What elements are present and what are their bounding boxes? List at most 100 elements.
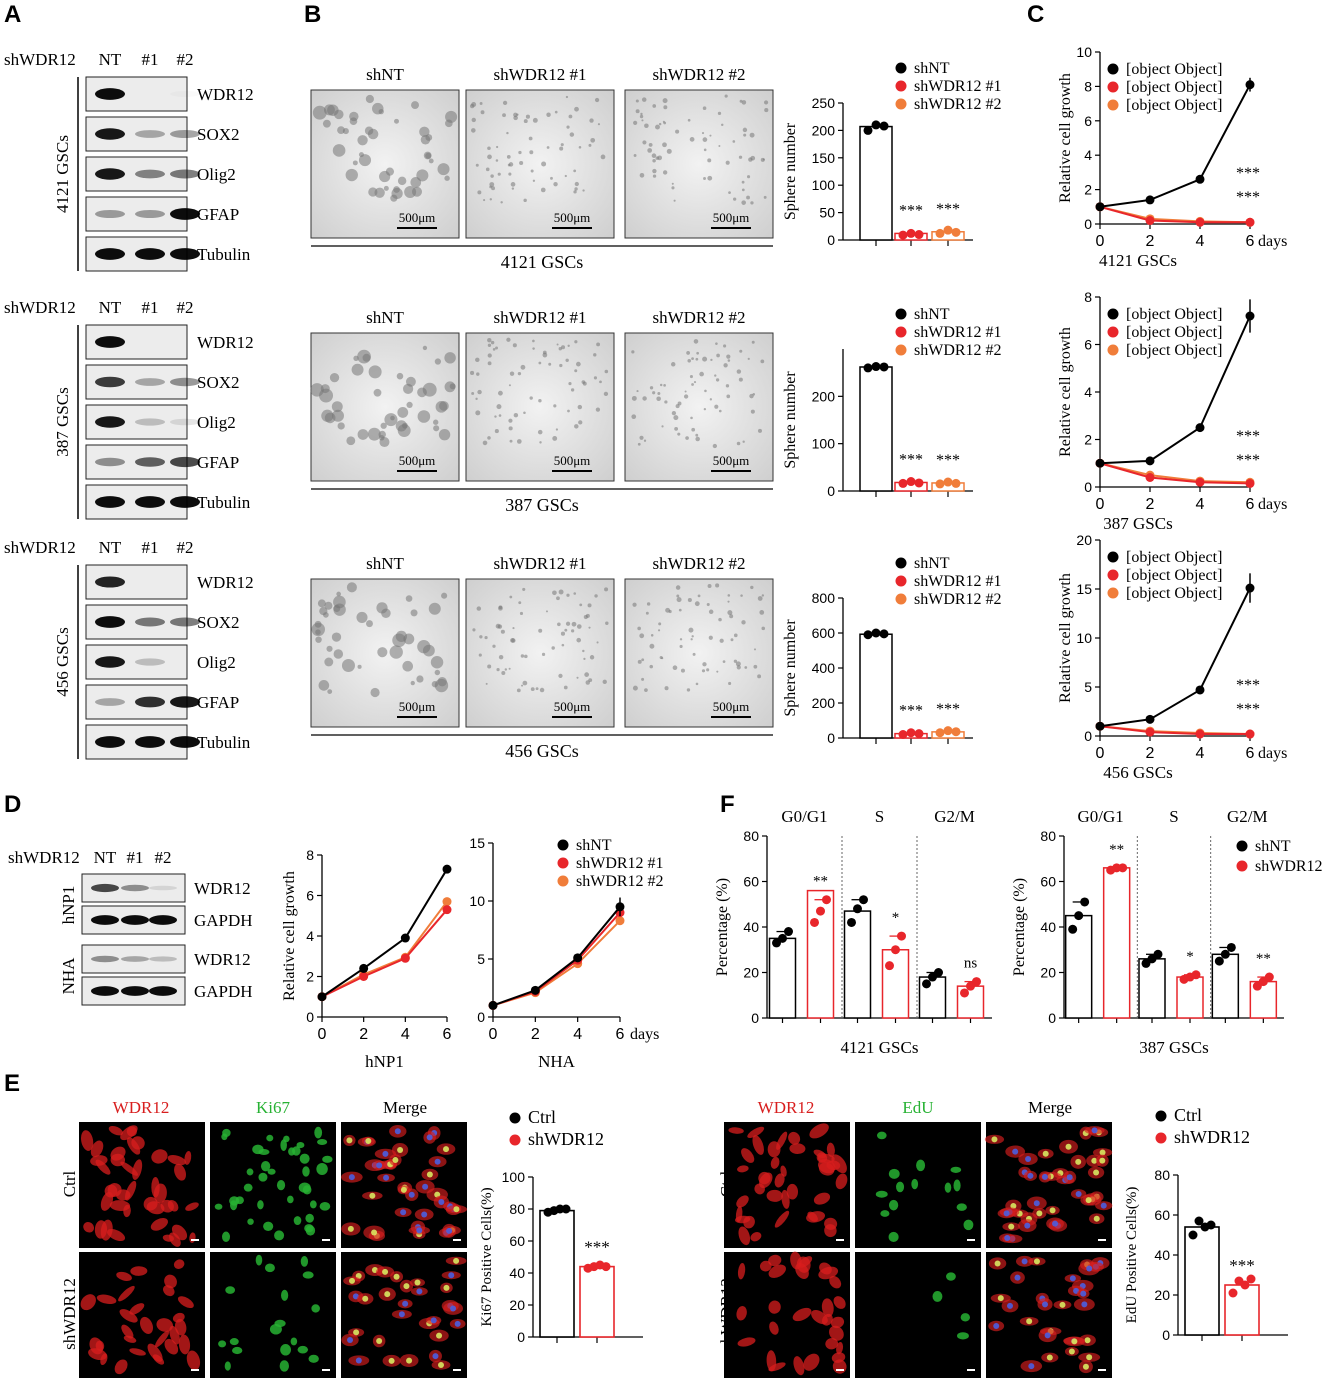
red-cell: [147, 1343, 163, 1362]
panel-label-c: C: [1027, 1, 1044, 28]
sphere: [588, 626, 591, 629]
series-line: [321, 909, 448, 998]
cell-cycle-bar-chart-F1: 0 20 40 60 80 Percentage (%) G0/G1 ** S * G2/M ns 41…: [714, 807, 992, 1057]
series-point: [1095, 721, 1105, 731]
sphere: [430, 656, 444, 669]
significance-label: ***: [1236, 189, 1260, 206]
y-tick-label: 0: [517, 1329, 525, 1345]
sphere: [434, 669, 441, 676]
merge-nucleus: [1027, 1172, 1034, 1179]
sphere: [585, 613, 590, 618]
red-cell: [140, 1316, 153, 1334]
panel-label-f: F: [720, 791, 735, 818]
sphere: [487, 337, 492, 343]
sphere: [390, 194, 398, 202]
blot-lane-label: #1: [142, 298, 159, 317]
sphere: [512, 343, 517, 348]
sphere: [397, 424, 411, 438]
sphere: [552, 436, 558, 441]
legend-marker: [557, 839, 569, 851]
blot-band: [170, 377, 200, 387]
green-nucleus: [316, 1162, 328, 1175]
sphere: [524, 654, 528, 659]
x-tick-label: 2: [359, 1026, 368, 1043]
sphere: [642, 396, 647, 401]
merge-nucleus: [1081, 1301, 1088, 1308]
sphere: [392, 633, 406, 648]
sphere: [643, 439, 647, 442]
blot-lane-label: #2: [177, 298, 194, 317]
merge-nucleus: [446, 1227, 453, 1234]
sphere: [560, 631, 566, 636]
data-point: [1246, 1274, 1256, 1284]
green-nucleus: [317, 1138, 328, 1145]
sphere: [632, 685, 638, 691]
x-unit-label: days: [1258, 745, 1287, 762]
data-point: [1228, 1288, 1238, 1298]
blot-band: [170, 736, 200, 748]
red-cell: [151, 1149, 168, 1164]
green-nucleus: [896, 1181, 905, 1193]
series-point: [1145, 195, 1155, 205]
sphere: [750, 409, 755, 414]
blot-band: [95, 209, 125, 219]
sphere: [410, 609, 418, 617]
sphere: [744, 666, 748, 669]
sphere: [741, 188, 745, 192]
significance-label: ***: [1236, 677, 1260, 694]
sphere: [678, 608, 682, 612]
red-cell: [803, 1353, 820, 1371]
green-nucleus: [280, 1139, 287, 1151]
merge-nucleus: [438, 1198, 445, 1205]
green-nucleus: [293, 1216, 302, 1226]
sphere: [573, 169, 577, 173]
band-label: GAPDH: [194, 982, 253, 1001]
sphere: [568, 382, 572, 386]
sphere: [506, 131, 509, 135]
series-point: [1195, 217, 1205, 227]
sphere: [763, 195, 767, 199]
sphere: [379, 437, 390, 448]
red-cell: [83, 1221, 95, 1233]
significance-label: ns: [964, 956, 978, 972]
micrograph: [465, 89, 615, 239]
merge-nucleus: [1084, 1337, 1091, 1344]
y-tick-label: 15: [1076, 581, 1092, 597]
bar: [1184, 1226, 1220, 1336]
y-axis-label: Sphere number: [782, 371, 799, 469]
y-tick-label: 40: [1154, 1247, 1170, 1263]
merge-nucleus: [1086, 1265, 1093, 1272]
green-nucleus: [258, 1172, 268, 1182]
sphere: [584, 672, 590, 677]
sphere: [709, 398, 713, 401]
sphere: [702, 356, 708, 362]
merge-nucleus: [1008, 1223, 1015, 1230]
merge-nucleus: [348, 1174, 355, 1181]
sphere: [727, 594, 731, 597]
sphere: [497, 172, 501, 176]
sphere: [571, 629, 575, 633]
y-tick-label: 200: [812, 388, 836, 404]
scale-bar-label: 500μm: [554, 453, 591, 468]
blot-lane-label: #1: [127, 848, 144, 867]
data-point: [1220, 949, 1230, 959]
green-nucleus: [290, 1337, 298, 1346]
sphere: [703, 177, 706, 180]
sphere: [747, 175, 751, 179]
red-cell: [171, 1224, 188, 1241]
red-cell: [172, 1312, 185, 1323]
sphere: [538, 398, 542, 403]
y-tick-label: 2: [1084, 182, 1092, 198]
image-label: shWDR12 #1: [493, 554, 586, 573]
sphere: [397, 176, 407, 186]
red-cell: [151, 1176, 160, 1198]
blot-strip: [81, 944, 186, 974]
series-line: [1099, 205, 1251, 224]
x-axis-label: hNP1: [365, 1052, 404, 1071]
sphere: [393, 186, 400, 193]
sphere: [644, 688, 648, 693]
legend-marker: [1107, 99, 1119, 111]
blot-band: [91, 955, 119, 963]
sphere: [532, 117, 538, 123]
sphere: [749, 393, 754, 399]
